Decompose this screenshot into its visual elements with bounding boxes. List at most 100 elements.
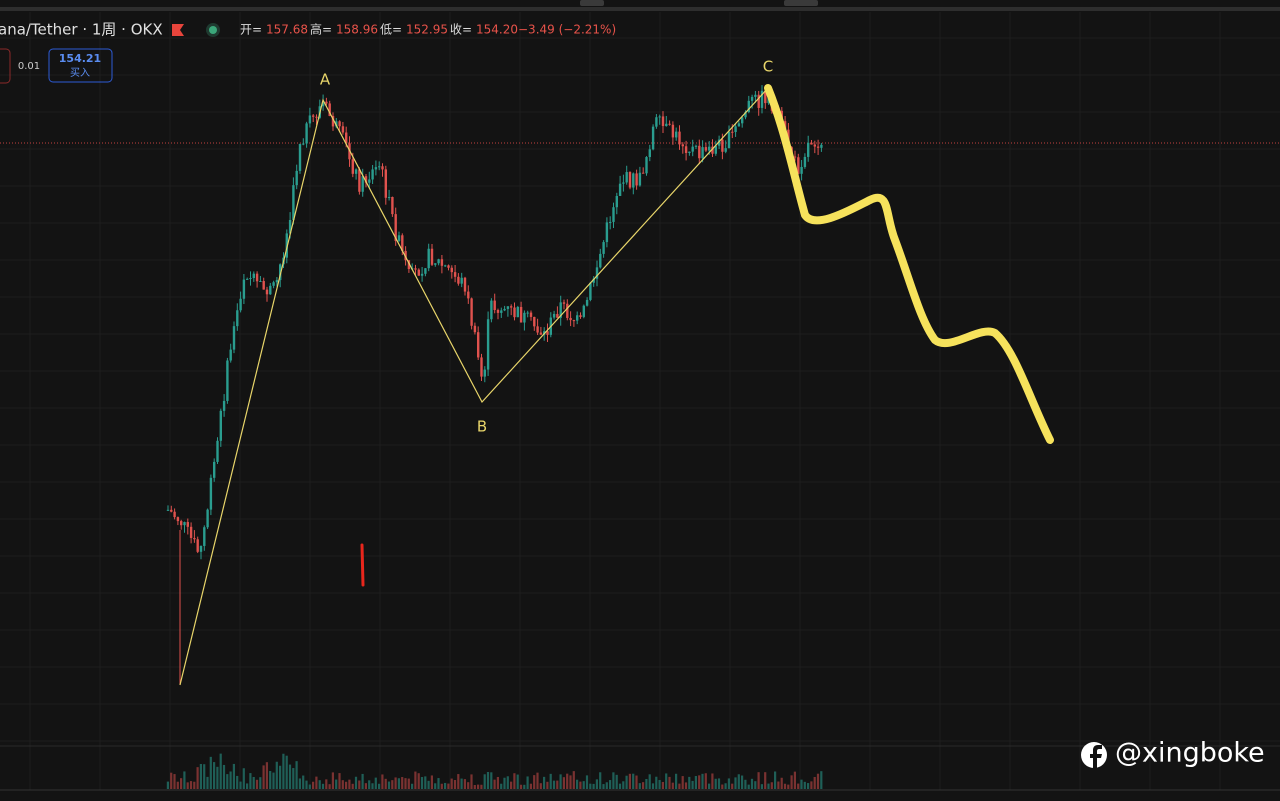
candle-body xyxy=(453,272,457,277)
volume-bar xyxy=(213,762,216,789)
volume-bar xyxy=(288,764,292,789)
volume-bar xyxy=(602,784,605,789)
candle-body xyxy=(262,281,265,290)
volume-bar xyxy=(741,775,744,789)
candle-body xyxy=(648,149,651,158)
candle-body xyxy=(193,537,196,540)
candle-body xyxy=(711,146,714,154)
volume-bar xyxy=(625,775,628,789)
candle-body xyxy=(269,285,272,295)
volume-bar xyxy=(335,779,338,789)
candle-body xyxy=(562,302,566,304)
volume-bar xyxy=(483,774,486,789)
volume-bar xyxy=(397,778,400,789)
volume-bar xyxy=(585,775,589,789)
candle-body xyxy=(272,282,275,286)
candle-body xyxy=(714,145,717,154)
candle-body xyxy=(222,400,226,411)
volume-bar xyxy=(500,783,503,789)
candle-body xyxy=(285,233,288,258)
volume-bar xyxy=(638,783,641,789)
volume-bar xyxy=(599,772,602,789)
volume-bar xyxy=(312,781,315,789)
volume-bar xyxy=(411,783,414,789)
candle-body xyxy=(206,509,209,528)
volume-bar xyxy=(572,771,575,789)
volume-bar xyxy=(477,784,480,789)
buy-button[interactable] xyxy=(48,48,113,83)
buy-price: 154.21 xyxy=(59,52,101,65)
volume-bar xyxy=(576,779,579,789)
candle-body xyxy=(807,142,810,157)
candle-body xyxy=(490,300,493,320)
candle-body xyxy=(463,277,467,292)
candle-body xyxy=(189,526,193,538)
volume-bar xyxy=(424,776,427,789)
volume-bar xyxy=(199,763,202,789)
candle-body xyxy=(183,522,186,526)
candle-body xyxy=(430,248,434,265)
volume-bar xyxy=(543,776,546,789)
volume-bar xyxy=(407,778,410,789)
volume-bar xyxy=(810,781,813,789)
candle-body xyxy=(427,248,430,269)
volume-bar xyxy=(744,779,747,789)
candle-body xyxy=(595,267,599,279)
volume-bar xyxy=(219,753,222,789)
candle-body xyxy=(295,170,298,186)
volume-bar xyxy=(694,776,697,789)
candle-body xyxy=(483,369,486,377)
candle-body xyxy=(255,273,259,282)
volume-bar xyxy=(302,775,305,789)
flag-icon xyxy=(172,24,184,36)
candle-body xyxy=(387,196,391,198)
volume-bar xyxy=(513,773,516,789)
candle-body xyxy=(424,268,427,274)
volume-bar xyxy=(536,772,539,789)
volume-bar xyxy=(651,783,655,789)
candle-body xyxy=(457,276,460,284)
volume-bar xyxy=(229,771,232,789)
volume-bar xyxy=(807,783,810,789)
volume-bar xyxy=(790,775,793,789)
candle-body xyxy=(199,545,203,552)
candle-body xyxy=(797,157,800,174)
candle-body xyxy=(341,126,345,133)
volume-bar xyxy=(635,775,638,789)
candle-body xyxy=(203,527,206,546)
candle-body xyxy=(252,273,255,279)
candle-body xyxy=(331,115,335,127)
candle-body xyxy=(249,278,252,280)
candle-body xyxy=(503,308,506,311)
volume-bar xyxy=(496,776,499,789)
ohlc-label: 开= xyxy=(240,23,262,37)
sell-button[interactable] xyxy=(0,48,11,84)
candle-body xyxy=(173,511,176,518)
candle-body xyxy=(239,298,242,311)
volume-bar xyxy=(632,773,635,789)
candle-body xyxy=(374,167,378,170)
volume-bar xyxy=(460,778,463,789)
candle-body xyxy=(632,173,635,188)
wave-label: C xyxy=(763,58,773,76)
volume-bar xyxy=(295,761,298,789)
candle-body xyxy=(480,357,483,377)
candle-body xyxy=(625,172,628,183)
volume-bar xyxy=(193,781,196,789)
volume-bar xyxy=(793,771,796,789)
volume-bar xyxy=(216,766,219,789)
candle-body xyxy=(196,539,199,552)
candle-body xyxy=(572,320,576,322)
volume-bar xyxy=(516,774,519,789)
volume-bar xyxy=(813,776,816,789)
wave-label: B xyxy=(477,418,487,436)
candle-body xyxy=(592,278,595,283)
volume-bar xyxy=(391,780,394,789)
candle-body xyxy=(298,143,302,171)
candle-body xyxy=(232,326,236,350)
volume-bar xyxy=(642,782,645,789)
candle-body xyxy=(447,265,450,268)
volume-bar xyxy=(486,771,490,789)
volume-bar xyxy=(249,773,252,789)
